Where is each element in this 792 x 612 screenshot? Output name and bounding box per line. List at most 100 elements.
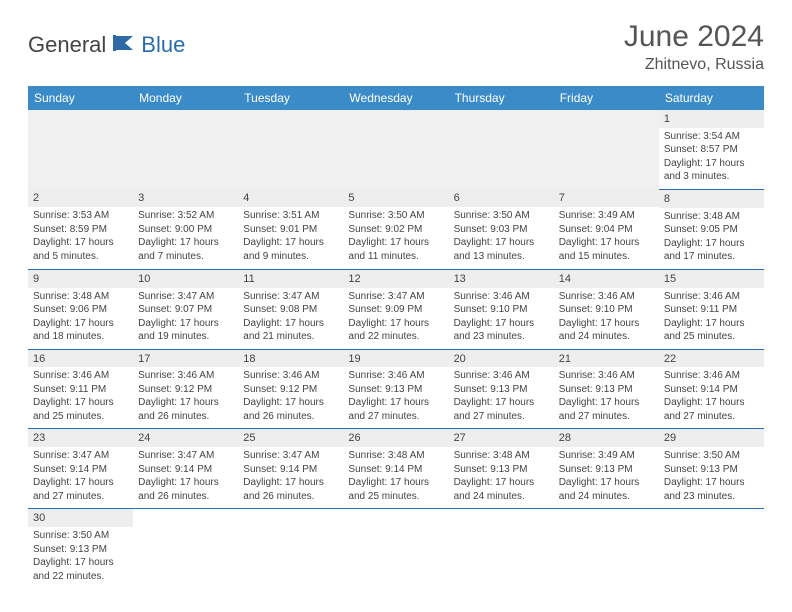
location: Zhitnevo, Russia (624, 56, 764, 74)
day-info: Sunrise: 3:47 AMSunset: 9:14 PMDaylight:… (33, 449, 128, 503)
day-number: 29 (659, 429, 764, 447)
sunset-line: Sunset: 8:59 PM (33, 223, 128, 237)
sunrise-line: Sunrise: 3:47 AM (348, 290, 443, 304)
brand-logo: General Blue (28, 32, 185, 58)
brand-text-blue: Blue (141, 32, 185, 58)
calendar-cell: 6Sunrise: 3:50 AMSunset: 9:03 PMDaylight… (449, 189, 554, 269)
calendar-cell (449, 509, 554, 588)
sunset-line: Sunset: 9:14 PM (243, 463, 338, 477)
day-number: 7 (554, 189, 659, 207)
day-info: Sunrise: 3:46 AMSunset: 9:12 PMDaylight:… (138, 369, 233, 423)
weekday-header: Saturday (659, 86, 764, 110)
day-number: 13 (449, 270, 554, 288)
calendar-cell: 22Sunrise: 3:46 AMSunset: 9:14 PMDayligh… (659, 349, 764, 429)
sunrise-line: Sunrise: 3:46 AM (138, 369, 233, 383)
calendar-cell: 26Sunrise: 3:48 AMSunset: 9:14 PMDayligh… (343, 429, 448, 509)
day-number: 5 (343, 189, 448, 207)
sunrise-line: Sunrise: 3:46 AM (664, 290, 759, 304)
title-block: June 2024 Zhitnevo, Russia (624, 20, 764, 74)
sunset-line: Sunset: 9:07 PM (138, 303, 233, 317)
day-info: Sunrise: 3:48 AMSunset: 9:06 PMDaylight:… (33, 290, 128, 344)
calendar-cell: 9Sunrise: 3:48 AMSunset: 9:06 PMDaylight… (28, 269, 133, 349)
sunrise-line: Sunrise: 3:46 AM (454, 369, 549, 383)
day-info: Sunrise: 3:46 AMSunset: 9:13 PMDaylight:… (454, 369, 549, 423)
day-number: 2 (28, 189, 133, 207)
sunset-line: Sunset: 9:14 PM (664, 383, 759, 397)
day-number: 18 (238, 350, 343, 368)
daylight-line: Daylight: 17 hours and 19 minutes. (138, 317, 233, 344)
calendar-cell: 18Sunrise: 3:46 AMSunset: 9:12 PMDayligh… (238, 349, 343, 429)
calendar-cell: 17Sunrise: 3:46 AMSunset: 9:12 PMDayligh… (133, 349, 238, 429)
calendar-cell: 10 Sunrise: 3:47 AMSunset: 9:07 PMDayligh… (133, 269, 238, 349)
sunrise-line: Sunrise: 3:48 AM (454, 449, 549, 463)
day-info: Sunrise: 3:47 AMSunset: 9:14 PMDaylight:… (138, 449, 233, 503)
day-number: 23 (28, 429, 133, 447)
day-info: Sunrise: 3:46 AMSunset: 9:13 PMDaylight:… (348, 369, 443, 423)
sunset-line: Sunset: 9:08 PM (243, 303, 338, 317)
day-number: 17 (133, 350, 238, 368)
calendar-cell: 8Sunrise: 3:48 AMSunset: 9:05 PMDaylight… (659, 189, 764, 269)
day-info: Sunrise: 3:51 AMSunset: 9:01 PMDaylight:… (243, 209, 338, 263)
daylight-line: Daylight: 17 hours and 18 minutes. (33, 317, 128, 344)
day-info: Sunrise: 3:53 AMSunset: 8:59 PMDaylight:… (33, 209, 128, 263)
daylight-line: Daylight: 17 hours and 5 minutes. (33, 236, 128, 263)
day-info: Sunrise: 3:50 AMSunset: 9:02 PMDaylight:… (348, 209, 443, 263)
day-info: Sunrise: 3:50 AMSunset: 9:13 PMDaylight:… (33, 529, 128, 583)
day-number: 25 (238, 429, 343, 447)
calendar-cell: 29 Sunrise: 3:50 AMSunset: 9:13 PMDayligh… (659, 429, 764, 509)
weekday-header: Tuesday (238, 86, 343, 110)
calendar-header-row: Sunday Monday Tuesday Wednesday Thursday… (28, 86, 764, 110)
sunrise-line: Sunrise: 3:48 AM (348, 449, 443, 463)
sunrise-line: Sunrise: 3:47 AM (138, 449, 233, 463)
calendar-cell (343, 509, 448, 588)
daylight-line: Daylight: 17 hours and 27 minutes. (664, 396, 759, 423)
sunset-line: Sunset: 9:06 PM (33, 303, 128, 317)
day-info: Sunrise: 3:47 AMSunset: 9:08 PMDaylight:… (243, 290, 338, 344)
sunrise-line: Sunrise: 3:47 AM (33, 449, 128, 463)
sunset-line: Sunset: 9:10 PM (559, 303, 654, 317)
daylight-line: Daylight: 17 hours and 27 minutes. (348, 396, 443, 423)
day-info: Sunrise: 3:52 AMSunset: 9:00 PMDaylight:… (138, 209, 233, 263)
sunset-line: Sunset: 9:13 PM (348, 383, 443, 397)
calendar-cell (343, 110, 448, 189)
calendar-cell: 19Sunrise: 3:46 AMSunset: 9:13 PMDayligh… (343, 349, 448, 429)
calendar-cell (449, 110, 554, 189)
day-number: 6 (449, 189, 554, 207)
day-info: Sunrise: 3:50 AMSunset: 9:13 PMDaylight:… (664, 449, 759, 503)
sunrise-line: Sunrise: 3:50 AM (664, 449, 759, 463)
day-number: 28 (554, 429, 659, 447)
weekday-header: Thursday (449, 86, 554, 110)
day-info: Sunrise: 3:49 AMSunset: 9:04 PMDaylight:… (559, 209, 654, 263)
calendar-cell: 16Sunrise: 3:46 AMSunset: 9:11 PMDayligh… (28, 349, 133, 429)
daylight-line: Daylight: 17 hours and 27 minutes. (559, 396, 654, 423)
day-info: Sunrise: 3:47 AMSunset: 9:07 PMDaylight:… (138, 290, 233, 344)
calendar-cell: 11Sunrise: 3:47 AMSunset: 9:08 PMDayligh… (238, 269, 343, 349)
calendar-cell: 23 Sunrise: 3:47 AMSunset: 9:14 PMDayligh… (28, 429, 133, 509)
sunrise-line: Sunrise: 3:52 AM (138, 209, 233, 223)
daylight-line: Daylight: 17 hours and 26 minutes. (138, 396, 233, 423)
day-number: 1 (659, 110, 764, 128)
sunrise-line: Sunrise: 3:54 AM (664, 130, 759, 144)
calendar-cell: 20Sunrise: 3:46 AMSunset: 9:13 PMDayligh… (449, 349, 554, 429)
day-number: 12 (343, 270, 448, 288)
daylight-line: Daylight: 17 hours and 25 minutes. (33, 396, 128, 423)
month-title: June 2024 (624, 20, 764, 54)
weekday-header: Sunday (28, 86, 133, 110)
daylight-line: Daylight: 17 hours and 24 minutes. (559, 317, 654, 344)
sunset-line: Sunset: 9:12 PM (138, 383, 233, 397)
day-number: 16 (28, 350, 133, 368)
daylight-line: Daylight: 17 hours and 13 minutes. (454, 236, 549, 263)
day-number: 10 (133, 270, 238, 288)
day-info: Sunrise: 3:47 AMSunset: 9:09 PMDaylight:… (348, 290, 443, 344)
sunrise-line: Sunrise: 3:51 AM (243, 209, 338, 223)
sunrise-line: Sunrise: 3:46 AM (33, 369, 128, 383)
day-info: Sunrise: 3:46 AMSunset: 9:10 PMDaylight:… (559, 290, 654, 344)
day-number: 30 (28, 509, 133, 527)
daylight-line: Daylight: 17 hours and 15 minutes. (559, 236, 654, 263)
sunset-line: Sunset: 9:13 PM (559, 383, 654, 397)
day-number: 15 (659, 270, 764, 288)
calendar-cell: 27Sunrise: 3:48 AMSunset: 9:13 PMDayligh… (449, 429, 554, 509)
calendar-cell (659, 509, 764, 588)
sunrise-line: Sunrise: 3:47 AM (243, 449, 338, 463)
day-number: 3 (133, 189, 238, 207)
